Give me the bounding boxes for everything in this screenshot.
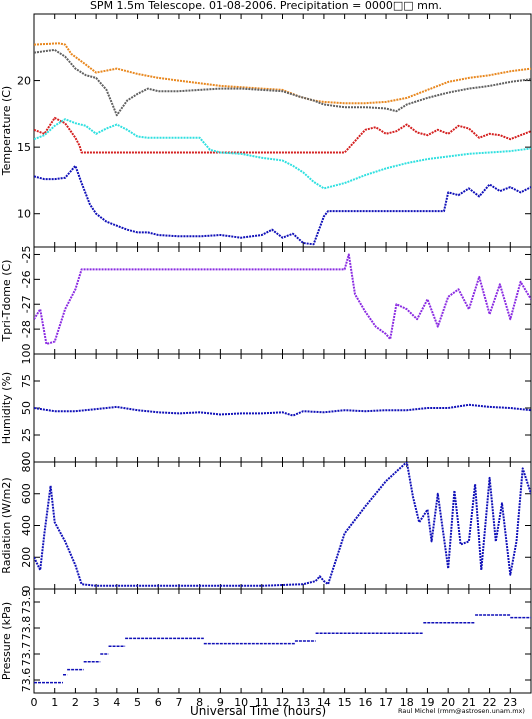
y-tick-label: 100 [20, 344, 33, 365]
y-axis-label: Radiation (W/m2) [0, 477, 13, 573]
y-axis-label: Pressure (kPa) [0, 602, 13, 680]
x-tick-label: 13 [296, 696, 310, 709]
credit-text: Raul Michel (rmm@astrosen.unam.mx) [398, 707, 525, 715]
x-tick-label: 22 [483, 696, 497, 709]
x-tick-label: 9 [217, 696, 224, 709]
panel-0: 10 15 20 Temperature (C) [0, 13, 532, 248]
x-tick-label: 23 [503, 696, 517, 709]
panel-frame [33, 246, 532, 355]
x-tick-label: 14 [317, 696, 331, 709]
panel-1: -28 -27 -26 -25 Tpri-Tdome (C) [0, 245, 532, 355]
x-tick-label: 8 [196, 696, 203, 709]
x-axis-label: Universal Time (hours) [190, 704, 326, 718]
y-axis-label: Humidity (%) [0, 372, 13, 444]
x-tick-label: 20 [441, 696, 455, 709]
y-axis-label: Temperature (C) [0, 86, 13, 176]
x-tick-label: 5 [134, 696, 141, 709]
y-tick-label: 400 [20, 515, 33, 536]
y-tick-label: 800 [20, 452, 33, 473]
y-tick-label: -26 [20, 270, 33, 288]
y-tick-label: 0 [20, 586, 33, 593]
x-tick-label: 0 [31, 696, 38, 709]
y-tick-label: 10 [17, 208, 31, 221]
series-line-3 [34, 118, 531, 190]
x-tick-label: 19 [420, 696, 434, 709]
series-line-1 [34, 48, 531, 117]
x-tick-label: 3 [93, 696, 100, 709]
x-tick-label: 12 [276, 696, 290, 709]
x-tick-label: 11 [255, 696, 269, 709]
x-tick-label: 10 [234, 696, 248, 709]
y-tick-label: 15 [17, 141, 31, 154]
series-line-0 [34, 42, 531, 105]
x-tick-label: 17 [379, 696, 393, 709]
panel-frame [33, 588, 532, 694]
series-line-0 [34, 403, 531, 417]
x-tick-label: 1 [51, 696, 58, 709]
x-tick-label: 15 [338, 696, 352, 709]
panel-2: 0 25 50 75 100 Humidity (%) [0, 344, 532, 466]
x-tick-label: 21 [462, 696, 476, 709]
y-tick-label: 75 [20, 374, 33, 388]
y-tick-label: 73.9 [20, 590, 33, 615]
y-tick-label: -25 [20, 245, 33, 263]
y-tick-label: 600 [20, 483, 33, 504]
series-line-2 [34, 116, 531, 154]
x-tick-label: 4 [113, 696, 120, 709]
y-tick-label: -28 [20, 320, 33, 338]
y-tick-label: 73.8 [20, 616, 33, 641]
series-line-0 [34, 253, 531, 345]
series-line-0 [34, 462, 531, 587]
y-tick-label: 73.7 [20, 642, 33, 667]
y-tick-label: 50 [20, 401, 33, 415]
panel-4: 73.673.773.873.9 Pressure (kPa) [0, 588, 532, 694]
x-tick-label: 2 [72, 696, 79, 709]
x-tick-label: 16 [358, 696, 372, 709]
panel-3: 0 200 400 600 800 Radiation (W/m2) [0, 452, 532, 593]
y-tick-label: 0 [20, 459, 33, 466]
panel-frame [33, 353, 532, 463]
x-tick-label: 18 [400, 696, 414, 709]
y-tick-label: 25 [20, 428, 33, 442]
x-tick-label: 6 [155, 696, 162, 709]
y-tick-label: 20 [17, 75, 31, 88]
y-axis-label: Tpri-Tdome (C) [0, 260, 13, 343]
y-tick-label: -27 [20, 295, 33, 313]
chart-title: SPM 1.5m Telescope. 01-08-2006. Precipit… [89, 0, 443, 12]
y-tick-label: 200 [20, 547, 33, 568]
series-line-4 [34, 164, 531, 246]
y-tick-label: 73.6 [20, 668, 33, 693]
panel-frame [33, 461, 532, 590]
panel-frame [33, 13, 532, 248]
x-tick-label: 7 [175, 696, 182, 709]
